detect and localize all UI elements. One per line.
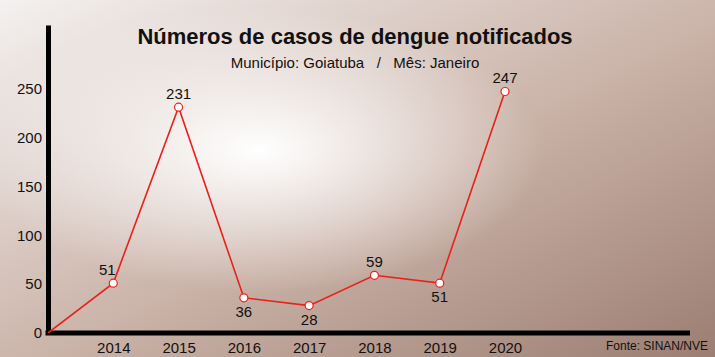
y-tick-label: 150 <box>17 178 42 195</box>
data-label: 231 <box>166 85 191 102</box>
y-tick: 250 <box>17 80 48 97</box>
y-tick: 50 <box>25 275 48 292</box>
marker <box>175 103 183 111</box>
x-tick-label: 2016 <box>228 339 261 356</box>
x-tick: 2016 <box>228 333 261 356</box>
data-label: 59 <box>366 253 383 270</box>
title: Números de casos de dengue notificados <box>137 24 572 49</box>
marker <box>305 302 313 310</box>
y-tick-label: 0 <box>34 324 42 341</box>
y-tick-label: 100 <box>17 227 42 244</box>
x-tick: 2017 <box>293 333 326 356</box>
data-labels: 51 231 36 28 59 51 247 <box>99 69 518 327</box>
x-tick: 2014 <box>97 333 130 356</box>
x-axis-line <box>46 331 691 336</box>
y-tick-label: 50 <box>25 275 42 292</box>
subtitle: Município: Goiatuba / Mês: Janeiro <box>231 54 479 71</box>
marker <box>240 294 248 302</box>
x-tick-label: 2020 <box>489 339 522 356</box>
y-tick: 100 <box>17 227 48 244</box>
plot-area <box>48 87 509 333</box>
x-tick-label: 2018 <box>358 339 391 356</box>
y-tick-label: 250 <box>17 80 42 97</box>
background-glow <box>0 0 715 357</box>
x-tick: 2020 <box>489 333 522 356</box>
data-label: 51 <box>99 261 116 278</box>
x-tick-label: 2014 <box>97 339 130 356</box>
y-axis: 0 50 100 150 200 250 <box>17 26 49 342</box>
x-tick: 2019 <box>424 333 457 356</box>
data-label: 28 <box>301 311 318 328</box>
source: Fonte: SINAN/NVE <box>606 339 708 353</box>
x-tick: 2018 <box>358 333 391 356</box>
data-label: 51 <box>431 288 448 305</box>
x-tick-label: 2015 <box>162 339 195 356</box>
marker <box>436 279 444 287</box>
background <box>0 0 715 357</box>
line <box>48 91 505 333</box>
data-label: 36 <box>236 303 253 320</box>
y-tick: 200 <box>17 129 48 146</box>
marker <box>109 279 117 287</box>
y-tick-label: 200 <box>17 129 42 146</box>
y-tick: 150 <box>17 178 48 195</box>
x-tick-label: 2019 <box>424 339 457 356</box>
x-axis: 2014 2015 2016 2017 2018 2019 2020 <box>46 333 691 356</box>
chart: Números de casos de dengue notificados Mu… <box>0 0 715 357</box>
y-axis-line <box>46 26 51 334</box>
marker <box>501 87 509 95</box>
marker <box>370 271 378 279</box>
x-tick-label: 2017 <box>293 339 326 356</box>
data-label: 247 <box>492 69 517 86</box>
x-tick: 2015 <box>162 333 195 356</box>
